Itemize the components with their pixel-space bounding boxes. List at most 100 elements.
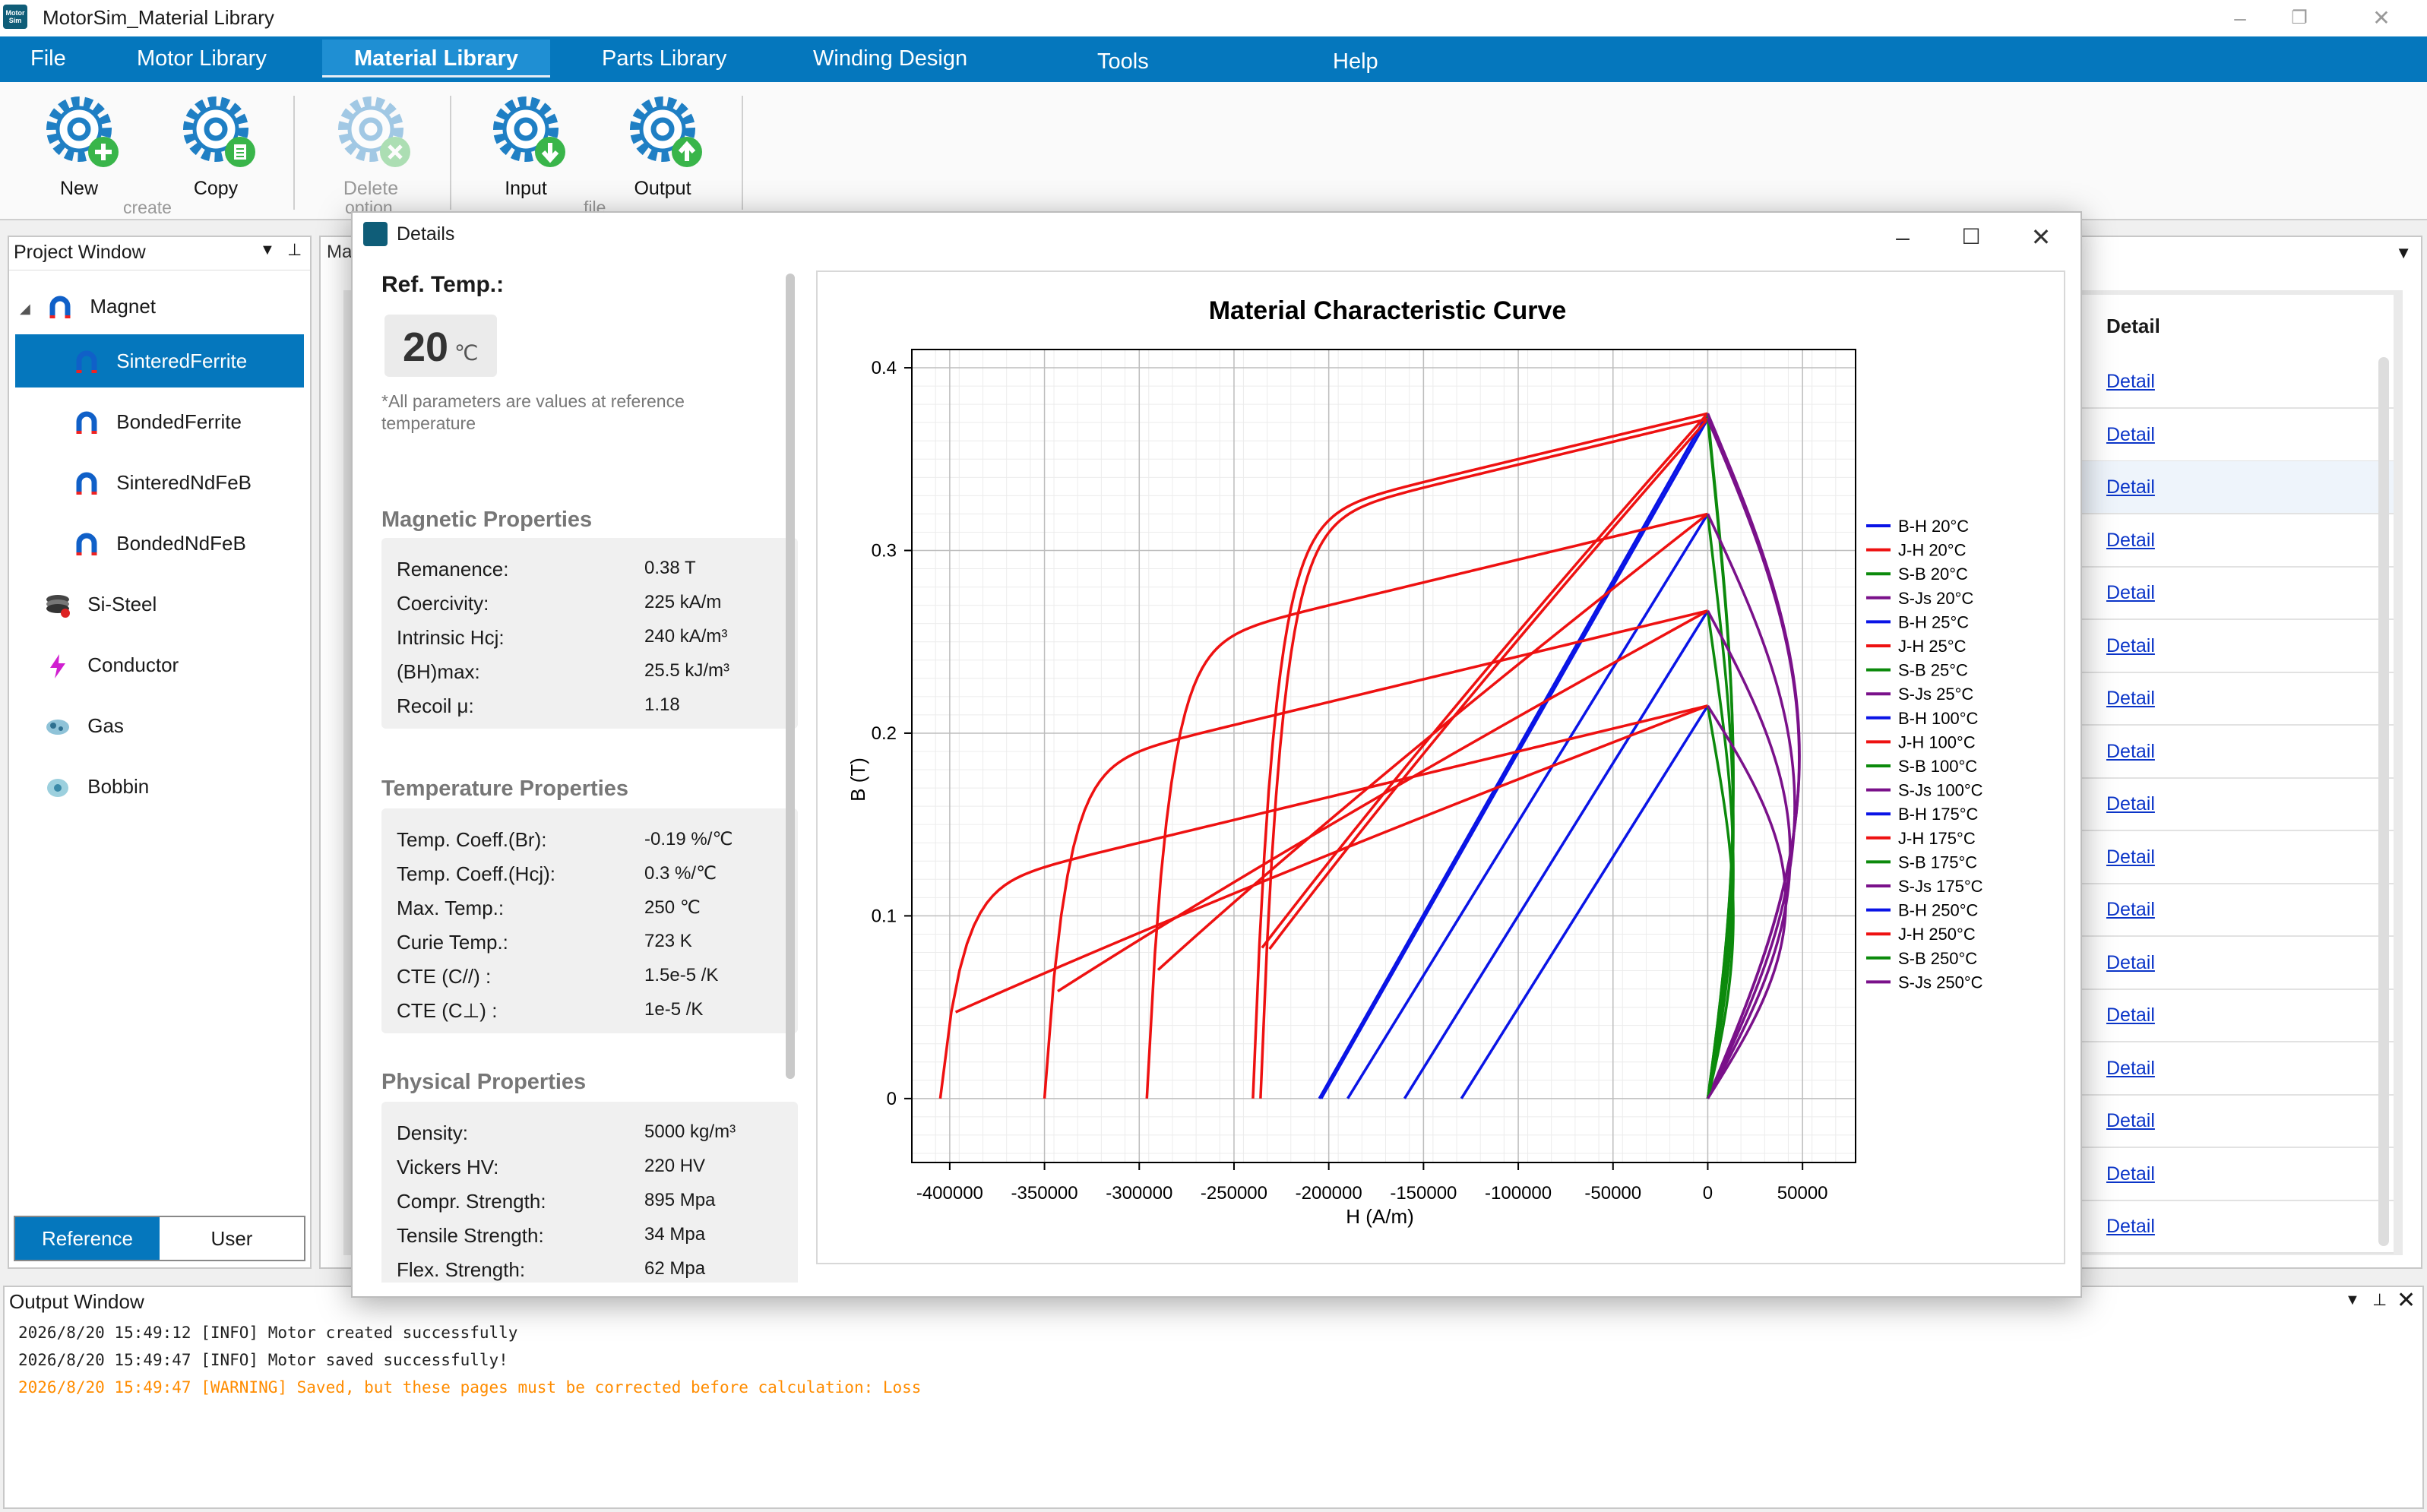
- sb-curve-25°C: [1706, 419, 1735, 1099]
- gear-import-icon: [493, 96, 565, 167]
- detail-link[interactable]: Detail: [2106, 582, 2155, 603]
- magnet-icon: [49, 296, 71, 319]
- x-axis-label: H (A/m): [1346, 1205, 1414, 1228]
- tree-item-sinteredferrite[interactable]: SinteredFerrite: [15, 334, 304, 387]
- restore-icon[interactable]: ❐: [2291, 8, 2308, 28]
- detail-link[interactable]: Detail: [2106, 1162, 2155, 1185]
- property-value: 225 kA/m: [644, 592, 722, 612]
- close-icon[interactable]: ✕: [2397, 1288, 2416, 1313]
- chart-panel: Material Characteristic Curve H (A/m) B …: [816, 270, 2065, 1264]
- detail-column-header: Detail: [2106, 315, 2160, 337]
- property-name: (BH)max:: [397, 660, 480, 683]
- minimize-icon[interactable]: –: [1896, 223, 1910, 251]
- tree-label: SinteredNdFeB: [116, 471, 252, 494]
- detail-link[interactable]: Detail: [2106, 634, 2155, 656]
- output-window: Output Window ▼ ⊥ ✕ 2026/8/20 15:49:12 […: [3, 1286, 2424, 1509]
- legend-entry: J-H 250°C: [1898, 925, 1976, 944]
- tree-label: SinteredFerrite: [116, 350, 248, 372]
- pin-icon[interactable]: ⊥: [287, 240, 302, 259]
- tree-item-bobbin[interactable]: Bobbin: [44, 760, 302, 813]
- properties-scrollbar[interactable]: [786, 274, 795, 1079]
- detail-link[interactable]: Detail: [2106, 1110, 2155, 1131]
- jh-curve-250°C: [938, 704, 1708, 1099]
- y-tick-label: 0.3: [872, 540, 897, 561]
- jh-curve-20°C: [1251, 412, 1708, 1099]
- detail-link[interactable]: Detail: [2106, 951, 2155, 973]
- tree-item-sinteredndfeb[interactable]: SinteredNdFeB: [73, 456, 301, 509]
- tree-item-bondedndfeb[interactable]: BondedNdFeB: [73, 517, 301, 570]
- tree-item-conductor[interactable]: Conductor: [44, 638, 302, 691]
- tree-item-magnet[interactable]: ◢ Magnet: [20, 280, 309, 333]
- menu-file[interactable]: File: [30, 46, 66, 71]
- detail-link[interactable]: Detail: [2106, 846, 2155, 868]
- user-toggle[interactable]: User: [210, 1227, 253, 1250]
- legend-entry: S-B 25°C: [1898, 661, 1968, 680]
- menu-winding-design[interactable]: Winding Design: [813, 46, 968, 71]
- panel-menu-icon[interactable]: ▼: [2395, 243, 2412, 262]
- legend-entry: B-H 250°C: [1898, 901, 1979, 920]
- input-button[interactable]: Input: [473, 91, 579, 205]
- menu-help[interactable]: Help: [1333, 49, 1378, 74]
- detail-link[interactable]: Detail: [2106, 1004, 2155, 1026]
- detail-column: Detail Detail Detail Detail Detail Detail Det…: [2082, 295, 2394, 1254]
- minimize-icon[interactable]: –: [2234, 6, 2246, 30]
- legend-entry: S-B 175°C: [1898, 852, 1977, 871]
- delete-button[interactable]: Delete: [318, 91, 424, 205]
- detail-link[interactable]: Detail: [2106, 793, 2155, 815]
- sb-curve-250°C: [1706, 705, 1735, 1099]
- menu-motor-library[interactable]: Motor Library: [137, 46, 267, 71]
- detail-link[interactable]: Detail: [2106, 529, 2155, 551]
- pin-icon[interactable]: ⊥: [2372, 1290, 2387, 1309]
- jh-recoil-175°C: [1057, 609, 1709, 993]
- panel-tab[interactable]: Ma: [327, 242, 353, 262]
- bh-curve-175°C: [1403, 609, 1709, 1099]
- bobbin-icon: [47, 779, 68, 798]
- detail-link[interactable]: Detail: [2106, 1057, 2155, 1079]
- tree-item-si-steel[interactable]: Si-Steel: [44, 577, 302, 631]
- reference-toggle[interactable]: Reference: [15, 1217, 160, 1260]
- detail-link[interactable]: Detail: [2106, 1216, 2155, 1237]
- copy-button[interactable]: Copy: [163, 91, 269, 205]
- jh-curve-25°C: [1259, 417, 1708, 1099]
- detail-link[interactable]: Detail: [2106, 423, 2155, 445]
- output-button[interactable]: Output: [609, 91, 716, 205]
- close-icon[interactable]: ✕: [2372, 6, 2391, 30]
- menu-tools[interactable]: Tools: [1097, 49, 1149, 74]
- tree-item-gas[interactable]: Gas: [44, 699, 302, 752]
- magnet-icon: [76, 472, 97, 495]
- log-line-warning: 2026/8/20 15:49:47 [WARNING] Saved, but …: [18, 1378, 922, 1397]
- title-bar: Motor Sim MotorSim_Material Library – ❐ …: [0, 0, 2427, 36]
- ref-temp-label: Ref. Temp.:: [381, 272, 505, 297]
- detail-link[interactable]: Detail: [2106, 899, 2155, 920]
- x-tick-label: -250000: [1201, 1183, 1267, 1204]
- x-tick-label: -300000: [1106, 1183, 1172, 1204]
- detail-link[interactable]: Detail: [2106, 371, 2155, 392]
- property-name: Curie Temp.:: [397, 931, 508, 954]
- dropdown-arrow-icon[interactable]: ▼: [260, 242, 275, 258]
- close-icon[interactable]: ✕: [2030, 223, 2052, 251]
- tree-label: BondedNdFeB: [116, 532, 246, 555]
- lightning-icon: [50, 654, 65, 679]
- tree-label: Magnet: [90, 295, 157, 318]
- y-tick-label: 0.2: [872, 723, 897, 744]
- collapse-arrow-icon[interactable]: ◢: [20, 301, 30, 316]
- menu-material-library[interactable]: Material Library: [322, 40, 550, 77]
- menu-parts-library[interactable]: Parts Library: [602, 46, 727, 71]
- tree-item-bondedferrite[interactable]: BondedFerrite: [73, 395, 301, 448]
- detail-link[interactable]: Detail: [2106, 688, 2155, 709]
- table-row: Detail: [2082, 620, 2394, 673]
- gear-add-icon: [46, 96, 119, 167]
- property-value: 1.18: [644, 694, 680, 715]
- gear-delete-icon: [338, 96, 410, 167]
- new-button[interactable]: New: [26, 91, 132, 205]
- detail-link[interactable]: Detail: [2106, 476, 2155, 498]
- dialog-title: Details: [397, 223, 455, 245]
- dropdown-arrow-icon[interactable]: ▼: [2345, 1292, 2360, 1308]
- sjs-curve-250°C: [1706, 704, 1787, 1099]
- maximize-icon[interactable]: ☐: [1961, 225, 1981, 248]
- table-scrollbar[interactable]: [2378, 357, 2389, 1246]
- x-tick-label: -400000: [916, 1183, 983, 1204]
- ribbon-separator: [293, 96, 295, 210]
- detail-link[interactable]: Detail: [2106, 740, 2155, 762]
- table-row: Detail: [2082, 989, 2394, 1042]
